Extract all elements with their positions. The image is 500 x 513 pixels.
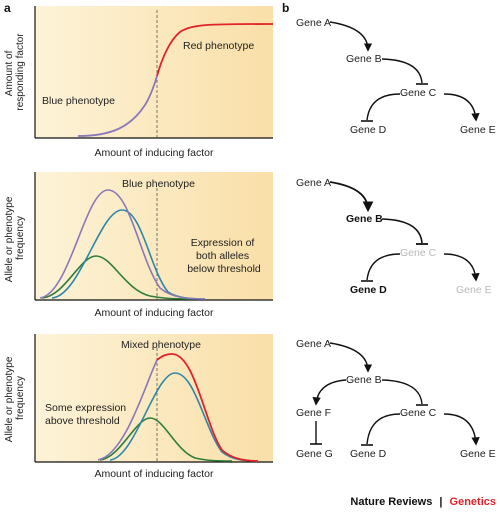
net-3-arrow-a-to-b [329, 342, 373, 373]
net-3-gene-f: Gene F [296, 407, 331, 419]
plot-3-curve-red [156, 353, 259, 462]
net-3-inhibit-c-to-d [366, 413, 401, 445]
plot-2-top-label: Blue phenotype [122, 178, 195, 190]
net-2-arrow-c-to-e [443, 253, 480, 282]
plot-2-right-label-line2: both alleles [196, 250, 249, 262]
plot-3-left-label-line2: above threshold [45, 415, 120, 427]
plot-3-y-label-line1: Allele or phenotype [4, 356, 15, 442]
plot-2-y-label: Allele or phenotype frequency [4, 194, 26, 282]
net-3-arrow-b-to-f [312, 379, 347, 406]
footer-section: Genetics [450, 496, 496, 508]
net-2-inhibit-b-to-c [381, 218, 423, 244]
plot-2-y-label-line1: Allele or phenotype [4, 196, 15, 282]
net-2-gene-d: Gene D [350, 284, 387, 296]
plot-1-y-label: Amount of responding factor [4, 33, 26, 111]
net-3-inhibit-b-to-c [381, 379, 423, 405]
plot-3-y-label-line2: frequency [15, 376, 26, 420]
footer-credit: Nature Reviews | Genetics [350, 496, 496, 508]
plot-1-left-label: Blue phenotype [42, 95, 115, 107]
net-2-gene-e: Gene E [456, 284, 492, 296]
plot-1-background [35, 6, 273, 138]
net-3-arrow-c-to-e [443, 413, 480, 446]
plot-2-y-label-line2: frequency [15, 216, 26, 260]
net-2-gene-c: Gene C [400, 247, 437, 259]
plot-2-right-label-line3: below threshold [187, 263, 261, 275]
net-3-gene-a: Gene A [296, 338, 331, 350]
plot-2-right-label: Expression of both alleles below thresho… [187, 237, 261, 275]
plot-2-right-label-line1: Expression of [191, 237, 255, 249]
network-3: Gene A Gene B Gene C Gene F Gene G Gene … [296, 338, 496, 460]
net-3-gene-b: Gene B [346, 374, 382, 386]
plot-2-x-label: Amount of inducing factor [94, 307, 214, 319]
plot-3-left-label: Some expression above threshold [45, 402, 129, 427]
plot-1-curve-red [156, 23, 274, 77]
plot-2-curve-green [41, 255, 196, 300]
net-2-gene-b: Gene B [346, 213, 383, 225]
plot-2-curve-purple [39, 189, 206, 300]
net-1-arrow-a-to-b [329, 21, 373, 52]
plot-1: Blue phenotype Red phenotype Amount of i… [4, 6, 274, 159]
footer-separator: | [439, 496, 442, 508]
plot-2-background [35, 172, 273, 300]
net-1-gene-a: Gene A [296, 17, 331, 29]
plot-1-curve-purple [77, 75, 158, 137]
plot-3-y-label: Allele or phenotype frequency [4, 354, 26, 442]
plot-3-x-label: Amount of inducing factor [94, 468, 214, 480]
plot-3: Mixed phenotype Some expression above th… [4, 334, 273, 480]
net-2-gene-a: Gene A [296, 177, 331, 189]
net-1-gene-e: Gene E [460, 124, 496, 136]
plot-1-y-label-line1: Amount of [4, 50, 15, 96]
panel-b-letter: b [282, 1, 289, 15]
net-1-inhibit-b-to-c [381, 58, 423, 84]
network-1: Gene A Gene B Gene C Gene D Gene E [296, 17, 496, 136]
plot-3-top-label: Mixed phenotype [121, 339, 201, 351]
plot-2: Blue phenotype Expression of both allele… [4, 172, 273, 319]
net-3-gene-g: Gene G [296, 448, 333, 460]
net-3-gene-e: Gene E [460, 448, 496, 460]
net-1-gene-d: Gene D [350, 124, 387, 136]
net-1-gene-b: Gene B [346, 53, 382, 65]
plot-3-curve-teal [109, 372, 259, 462]
net-1-inhibit-c-to-d [366, 93, 401, 121]
plot-1-y-label-line2: responding factor [15, 33, 26, 111]
footer-journal: Nature Reviews [350, 496, 432, 508]
net-1-arrow-c-to-e [443, 93, 480, 122]
plot-3-curve-green [99, 417, 233, 462]
panel-a-letter: a [4, 1, 11, 15]
plot-3-curve-purple [97, 359, 158, 461]
net-2-arrow-a-to-b [329, 181, 374, 213]
net-3-gene-c: Gene C [400, 407, 437, 419]
plot-1-x-label: Amount of inducing factor [94, 147, 214, 159]
network-2: Gene A Gene B Gene C Gene D Gene E [296, 177, 492, 296]
net-3-gene-d: Gene D [350, 448, 387, 460]
plot-3-left-label-line1: Some expression [45, 402, 126, 414]
net-2-inhibit-c-to-d [366, 253, 401, 281]
net-1-gene-c: Gene C [400, 87, 437, 99]
plot-1-right-label: Red phenotype [183, 40, 254, 52]
